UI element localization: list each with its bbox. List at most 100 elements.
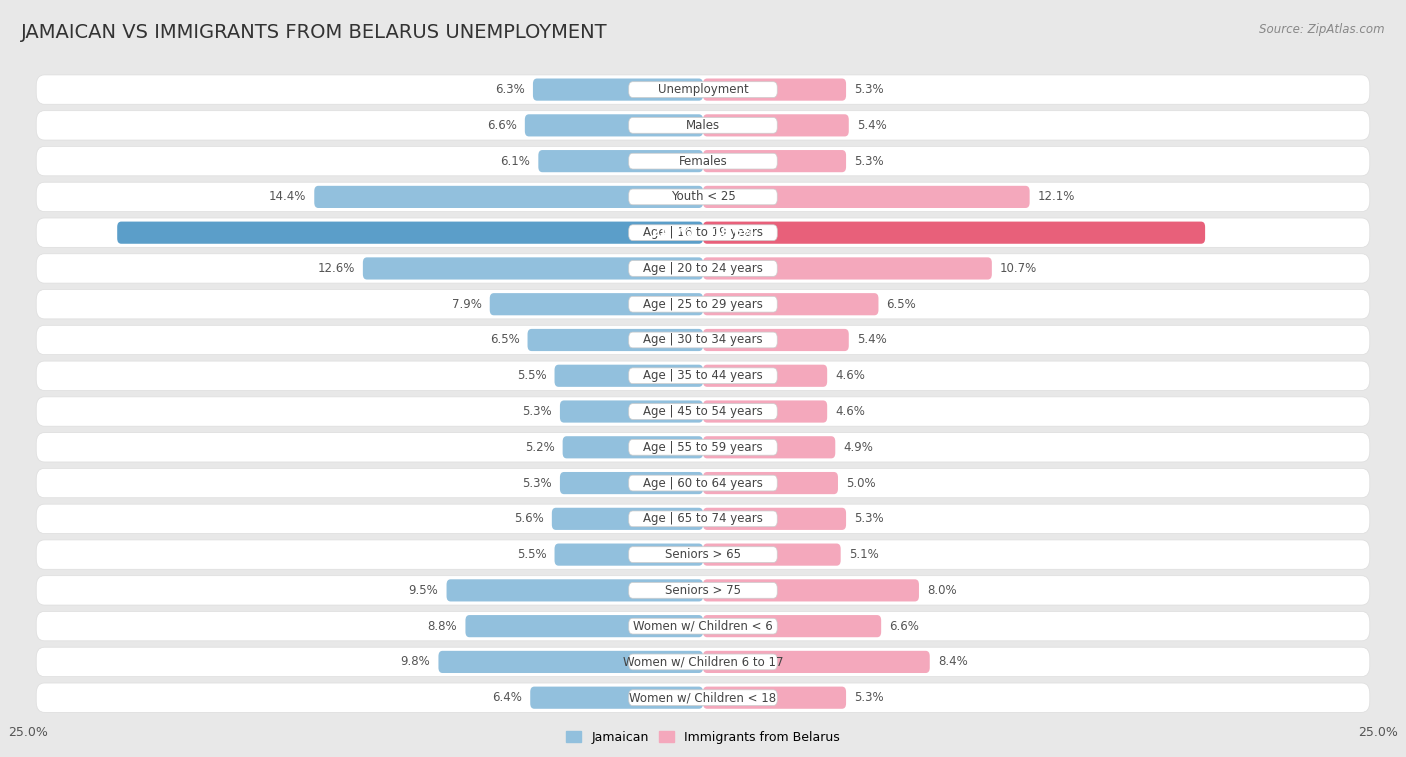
- Text: 6.3%: 6.3%: [495, 83, 524, 96]
- FancyBboxPatch shape: [37, 146, 1369, 176]
- FancyBboxPatch shape: [628, 189, 778, 205]
- Text: 5.3%: 5.3%: [855, 512, 884, 525]
- FancyBboxPatch shape: [37, 576, 1369, 605]
- FancyBboxPatch shape: [628, 296, 778, 312]
- Text: 14.4%: 14.4%: [269, 191, 307, 204]
- FancyBboxPatch shape: [439, 651, 703, 673]
- FancyBboxPatch shape: [703, 293, 879, 316]
- Text: 5.3%: 5.3%: [522, 405, 551, 418]
- Text: Women w/ Children < 18: Women w/ Children < 18: [630, 691, 776, 704]
- Text: 8.0%: 8.0%: [927, 584, 956, 597]
- Text: Seniors > 65: Seniors > 65: [665, 548, 741, 561]
- Text: Women w/ Children 6 to 17: Women w/ Children 6 to 17: [623, 656, 783, 668]
- FancyBboxPatch shape: [554, 544, 703, 565]
- FancyBboxPatch shape: [628, 82, 778, 98]
- FancyBboxPatch shape: [628, 260, 778, 276]
- FancyBboxPatch shape: [628, 403, 778, 419]
- Text: Youth < 25: Youth < 25: [671, 191, 735, 204]
- FancyBboxPatch shape: [703, 114, 849, 136]
- FancyBboxPatch shape: [315, 185, 703, 208]
- FancyBboxPatch shape: [37, 326, 1369, 354]
- FancyBboxPatch shape: [37, 612, 1369, 641]
- Text: Age | 20 to 24 years: Age | 20 to 24 years: [643, 262, 763, 275]
- Text: 12.1%: 12.1%: [1038, 191, 1076, 204]
- FancyBboxPatch shape: [37, 218, 1369, 248]
- FancyBboxPatch shape: [703, 257, 991, 279]
- Legend: Jamaican, Immigrants from Belarus: Jamaican, Immigrants from Belarus: [561, 726, 845, 749]
- Text: Women w/ Children < 6: Women w/ Children < 6: [633, 620, 773, 633]
- FancyBboxPatch shape: [628, 654, 778, 670]
- Text: 4.9%: 4.9%: [844, 441, 873, 453]
- Text: 4.6%: 4.6%: [835, 405, 865, 418]
- Text: 8.4%: 8.4%: [938, 656, 967, 668]
- FancyBboxPatch shape: [703, 472, 838, 494]
- FancyBboxPatch shape: [37, 683, 1369, 712]
- Text: 21.7%: 21.7%: [651, 226, 692, 239]
- FancyBboxPatch shape: [37, 647, 1369, 677]
- FancyBboxPatch shape: [37, 111, 1369, 140]
- Text: 6.6%: 6.6%: [486, 119, 517, 132]
- Text: 5.3%: 5.3%: [855, 154, 884, 167]
- FancyBboxPatch shape: [703, 579, 920, 602]
- Text: 9.8%: 9.8%: [401, 656, 430, 668]
- FancyBboxPatch shape: [628, 547, 778, 562]
- FancyBboxPatch shape: [560, 400, 703, 422]
- FancyBboxPatch shape: [628, 511, 778, 527]
- Text: 6.5%: 6.5%: [887, 298, 917, 310]
- FancyBboxPatch shape: [628, 368, 778, 384]
- FancyBboxPatch shape: [533, 79, 703, 101]
- Text: 5.6%: 5.6%: [515, 512, 544, 525]
- Text: Age | 60 to 64 years: Age | 60 to 64 years: [643, 477, 763, 490]
- Text: Age | 45 to 54 years: Age | 45 to 54 years: [643, 405, 763, 418]
- Text: 9.5%: 9.5%: [409, 584, 439, 597]
- Text: 7.9%: 7.9%: [451, 298, 482, 310]
- FancyBboxPatch shape: [703, 365, 827, 387]
- FancyBboxPatch shape: [37, 289, 1369, 319]
- FancyBboxPatch shape: [703, 400, 827, 422]
- FancyBboxPatch shape: [703, 436, 835, 459]
- FancyBboxPatch shape: [703, 329, 849, 351]
- Text: 6.1%: 6.1%: [501, 154, 530, 167]
- FancyBboxPatch shape: [628, 582, 778, 598]
- Text: 5.3%: 5.3%: [522, 477, 551, 490]
- Text: 4.6%: 4.6%: [835, 369, 865, 382]
- FancyBboxPatch shape: [530, 687, 703, 709]
- FancyBboxPatch shape: [703, 508, 846, 530]
- Text: 10.7%: 10.7%: [1000, 262, 1038, 275]
- FancyBboxPatch shape: [628, 153, 778, 169]
- FancyBboxPatch shape: [37, 75, 1369, 104]
- FancyBboxPatch shape: [703, 150, 846, 173]
- FancyBboxPatch shape: [703, 79, 846, 101]
- FancyBboxPatch shape: [465, 615, 703, 637]
- Text: 5.3%: 5.3%: [855, 691, 884, 704]
- FancyBboxPatch shape: [628, 225, 778, 241]
- FancyBboxPatch shape: [37, 469, 1369, 498]
- FancyBboxPatch shape: [527, 329, 703, 351]
- FancyBboxPatch shape: [703, 615, 882, 637]
- Text: Age | 35 to 44 years: Age | 35 to 44 years: [643, 369, 763, 382]
- Text: Age | 16 to 19 years: Age | 16 to 19 years: [643, 226, 763, 239]
- FancyBboxPatch shape: [703, 222, 1205, 244]
- Text: 18.6%: 18.6%: [714, 226, 755, 239]
- Text: Age | 55 to 59 years: Age | 55 to 59 years: [643, 441, 763, 453]
- Text: 6.6%: 6.6%: [889, 620, 920, 633]
- FancyBboxPatch shape: [447, 579, 703, 602]
- FancyBboxPatch shape: [551, 508, 703, 530]
- FancyBboxPatch shape: [489, 293, 703, 316]
- Text: Seniors > 75: Seniors > 75: [665, 584, 741, 597]
- Text: Females: Females: [679, 154, 727, 167]
- FancyBboxPatch shape: [37, 254, 1369, 283]
- Text: 5.5%: 5.5%: [517, 369, 547, 382]
- Text: Age | 30 to 34 years: Age | 30 to 34 years: [643, 334, 763, 347]
- Text: 5.3%: 5.3%: [855, 83, 884, 96]
- Text: 12.6%: 12.6%: [318, 262, 354, 275]
- Text: 5.2%: 5.2%: [524, 441, 554, 453]
- FancyBboxPatch shape: [703, 544, 841, 565]
- FancyBboxPatch shape: [628, 117, 778, 133]
- FancyBboxPatch shape: [363, 257, 703, 279]
- FancyBboxPatch shape: [37, 433, 1369, 462]
- Text: 5.4%: 5.4%: [856, 119, 887, 132]
- FancyBboxPatch shape: [37, 361, 1369, 391]
- Text: 5.5%: 5.5%: [517, 548, 547, 561]
- FancyBboxPatch shape: [628, 439, 778, 455]
